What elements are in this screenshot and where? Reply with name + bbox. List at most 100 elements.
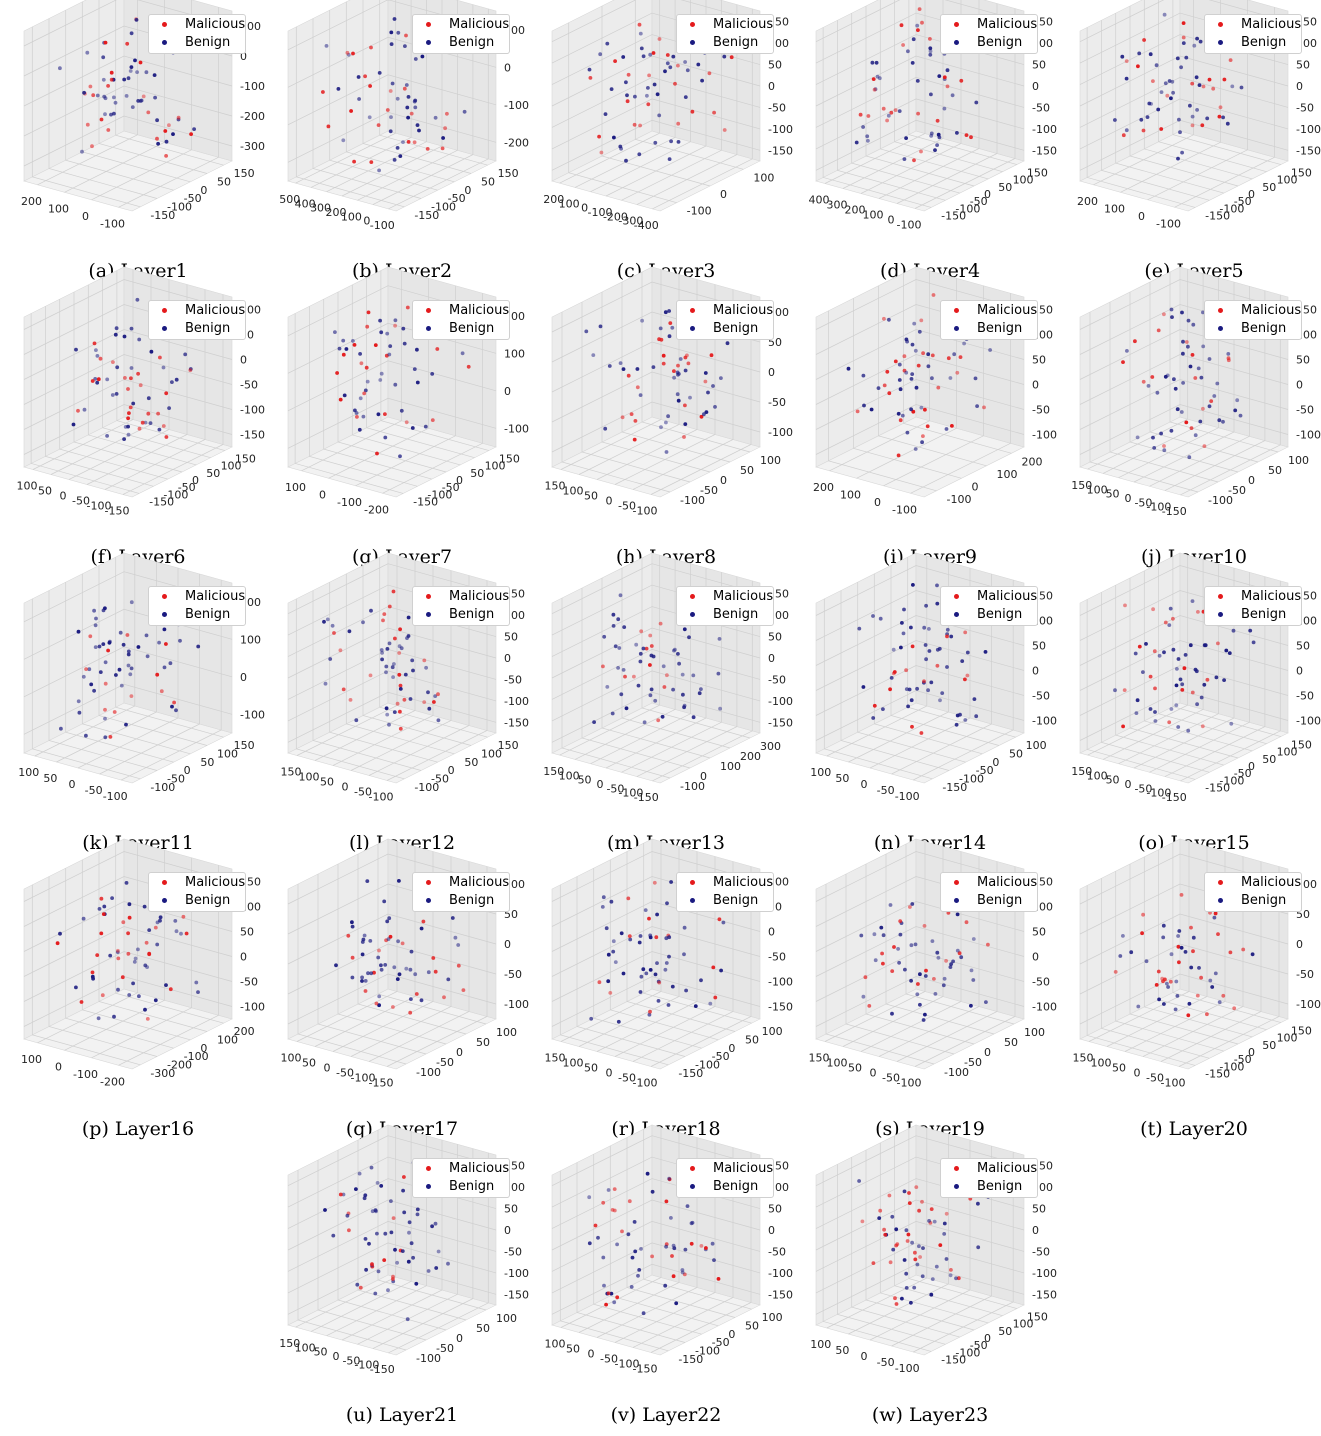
z-tick-label: -50 (768, 1245, 786, 1258)
legend-entry-malicious: Malicious (149, 302, 245, 320)
benign-point (645, 93, 649, 98)
benign-point (1231, 628, 1236, 633)
malicious-point (950, 424, 954, 428)
benign-point (1148, 52, 1153, 57)
x-tick-label: 100 (810, 1338, 831, 1351)
benign-point (663, 967, 668, 972)
x-tick-label: -150 (105, 505, 130, 518)
benign-point (937, 135, 942, 140)
malicious-point (443, 126, 447, 131)
x-tick-label: 100 (810, 766, 831, 779)
benign-point (923, 1012, 927, 1017)
benign-point (1190, 599, 1195, 603)
malicious-point (101, 912, 106, 916)
benign-point (391, 675, 395, 679)
malicious-point (1196, 610, 1200, 614)
benign-point (1141, 670, 1145, 674)
z-tick-label: -150 (768, 716, 793, 729)
benign-point (976, 1245, 981, 1250)
benign-point (669, 880, 673, 884)
malicious-point (146, 110, 151, 115)
x-tick-label: 50 (835, 1344, 849, 1357)
benign-point (76, 629, 81, 634)
malicious-point (345, 50, 350, 55)
malicious-point (657, 37, 662, 41)
benign-point (1207, 357, 1212, 361)
legend: Malicious Benign (940, 1158, 1038, 1198)
benign-point (80, 149, 84, 154)
benign-point (1162, 650, 1166, 655)
malicious-point (352, 343, 357, 347)
y-tick-label: -50 (436, 1342, 454, 1355)
benign-point (92, 688, 96, 693)
benign-point (897, 109, 902, 113)
x-tick-label: 50 (1106, 488, 1120, 501)
x-tick-label: 0 (69, 778, 76, 791)
malicious-point (159, 689, 164, 694)
benign-point (1186, 344, 1190, 349)
malicious-point (1184, 340, 1189, 344)
malicious-point (430, 418, 435, 422)
malicious-point (906, 1232, 911, 1237)
benign-point (101, 55, 106, 60)
x-tick-label: 0 (606, 1067, 613, 1080)
legend-entry-benign: Benign (677, 606, 773, 624)
benign-point (415, 123, 420, 127)
z-tick-label: 0 (504, 938, 511, 951)
benign-point (898, 932, 903, 937)
malicious-point (855, 409, 860, 414)
benign-point (376, 955, 381, 960)
benign-point (1188, 364, 1193, 369)
y-tick-label: 50 (476, 1322, 490, 1335)
benign-point (396, 30, 401, 35)
benign-point (358, 352, 362, 356)
legend-entry-malicious: Malicious (413, 302, 509, 320)
malicious-point (893, 359, 898, 364)
z-tick-label: -100 (1032, 123, 1057, 136)
benign-point (1221, 115, 1225, 120)
malicious-point (76, 408, 80, 413)
benign-point (963, 718, 968, 722)
scatter3d-plot: -150-100-50050100-150-100-50050100150100… (17, 266, 265, 518)
malicious-point (904, 668, 908, 673)
benign-point (347, 629, 352, 634)
benign-point (894, 1227, 899, 1232)
malicious-point (381, 618, 385, 623)
benign-point (929, 1292, 934, 1297)
malicious-point (1150, 375, 1155, 379)
benign-point (685, 1204, 690, 1208)
malicious-point (626, 373, 631, 378)
benign-point (1215, 381, 1220, 386)
malicious-point (138, 60, 143, 65)
benign-point (392, 17, 397, 21)
y-tick-label: -100 (680, 494, 705, 507)
y-tick-label: -100 (947, 493, 972, 506)
malicious-point (116, 948, 120, 953)
benign-point (667, 309, 671, 313)
malicious-point (885, 118, 889, 123)
z-tick-label: 50 (504, 631, 518, 644)
benign-point (357, 97, 361, 101)
benign-point (950, 93, 955, 98)
benign-point (143, 420, 148, 425)
benign-point (937, 646, 942, 651)
malicious-point (676, 121, 681, 126)
benign-point (1174, 703, 1179, 708)
benign-point (387, 352, 392, 357)
y-tick-label: -100 (687, 205, 712, 218)
x-tick-label: -150 (633, 1363, 658, 1376)
benign-point (617, 646, 622, 650)
x-tick-label: -50 (877, 784, 895, 797)
legend-marker-malicious (162, 22, 167, 27)
benign-point (601, 1255, 606, 1260)
malicious-point (872, 87, 877, 92)
z-tick-label: 0 (1296, 665, 1303, 678)
benign-point (647, 1012, 652, 1017)
malicious-point (682, 435, 686, 439)
malicious-point (1222, 77, 1227, 82)
benign-point (1171, 90, 1175, 95)
y-tick-label: 0 (456, 1046, 463, 1059)
benign-point (976, 1201, 980, 1206)
malicious-point (1205, 677, 1210, 682)
benign-point (670, 325, 675, 330)
